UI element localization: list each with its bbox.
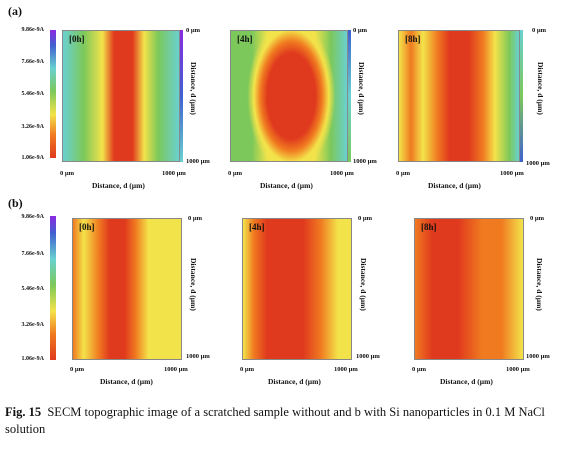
secm-map-b-0h: [0h] xyxy=(72,218,182,360)
secm-map-a-4h: [4h] xyxy=(230,30,348,162)
y-top-label: 0 µm xyxy=(358,215,373,222)
x-end-label: 1000 µm xyxy=(164,366,188,373)
colorbar-b xyxy=(50,216,56,360)
y-top-label: 0 µm xyxy=(186,27,201,34)
colorbar-a xyxy=(50,30,56,158)
panel-b-label: (b) xyxy=(8,196,23,210)
map-time-tag: [0h] xyxy=(69,34,85,44)
y-bottom-label: 1000 µm xyxy=(356,353,380,360)
x-start-label: 0 µm xyxy=(228,170,243,177)
colorbar-b-tick: 5.46e-9A xyxy=(21,286,45,292)
colorbar-a-tick: 1.06e-9A xyxy=(21,155,45,161)
x-start-label: 0 µm xyxy=(240,366,255,373)
x-start-label: 0 µm xyxy=(70,366,85,373)
colorbar-b-tick: 3.26e-9A xyxy=(21,322,45,328)
map-time-tag: [0h] xyxy=(79,222,95,232)
x-axis-label: Distance, d (µm) xyxy=(440,377,493,386)
colorbar-a-tick: 5.46e-9A xyxy=(21,91,45,97)
x-axis-label: Distance, d (µm) xyxy=(428,181,481,190)
colorbar-b-tick: 7.66e-9A xyxy=(21,251,45,257)
y-bottom-label: 1000 µm xyxy=(526,353,550,360)
x-start-label: 0 µm xyxy=(396,170,411,177)
colorbar-a-tick: 9.86e-9A xyxy=(21,27,45,33)
x-axis-label: Distance, d (µm) xyxy=(260,181,313,190)
y-top-label: 0 µm xyxy=(188,215,203,222)
secm-map-a-8h: [8h] xyxy=(398,30,520,162)
figure-number: Fig. 15 xyxy=(5,405,42,419)
y-bottom-label: 1000 µm xyxy=(353,158,377,165)
x-axis-label: Distance, d (µm) xyxy=(92,181,145,190)
y-bottom-label: 1000 µm xyxy=(186,158,210,165)
y-axis-label: Distance, d (µm) xyxy=(189,62,198,115)
panel-a-label: (a) xyxy=(8,4,22,18)
x-axis-label: Distance, d (µm) xyxy=(100,377,153,386)
map-edge-strip xyxy=(180,30,183,162)
map-time-tag: [4h] xyxy=(249,222,265,232)
colorbar-b-tick: 9.86e-9A xyxy=(21,214,45,220)
x-end-label: 1000 µm xyxy=(500,170,524,177)
colorbar-b-tick: 1.06e-9A xyxy=(21,356,45,362)
y-top-label: 0 µm xyxy=(353,27,368,34)
y-top-label: 0 µm xyxy=(532,27,547,34)
secm-map-b-4h: [4h] xyxy=(242,218,352,360)
x-end-label: 1000 µm xyxy=(162,170,186,177)
x-axis-label: Distance, d (µm) xyxy=(268,377,321,386)
colorbar-a-tick: 7.66e-9A xyxy=(21,59,45,65)
y-axis-label: Distance, d (µm) xyxy=(536,62,545,115)
x-start-label: 0 µm xyxy=(412,366,427,373)
secm-map-b-8h: [8h] xyxy=(414,218,524,360)
map-time-tag: [8h] xyxy=(405,34,421,44)
x-start-label: 0 µm xyxy=(60,170,75,177)
map-time-tag: [8h] xyxy=(421,222,437,232)
x-end-label: 1000 µm xyxy=(334,366,358,373)
y-bottom-label: 1000 µm xyxy=(526,160,550,167)
y-bottom-label: 1000 µm xyxy=(186,353,210,360)
colorbar-a-tick: 3.26e-9A xyxy=(21,124,45,130)
map-time-tag: [4h] xyxy=(237,34,253,44)
x-end-label: 1000 µm xyxy=(506,366,530,373)
figure-caption: Fig. 15 SECM topographic image of a scra… xyxy=(5,404,571,438)
y-top-label: 0 µm xyxy=(530,215,545,222)
secm-map-a-0h: [0h] xyxy=(62,30,180,162)
y-axis-label: Distance, d (µm) xyxy=(357,62,366,115)
map-edge-strip xyxy=(348,30,351,162)
y-axis-label: Distance, d (µm) xyxy=(359,258,368,311)
caption-text: SECM topographic image of a scratched sa… xyxy=(5,405,545,436)
map-edge-strip xyxy=(520,30,523,162)
x-end-label: 1000 µm xyxy=(330,170,354,177)
y-axis-label: Distance, d (µm) xyxy=(535,258,544,311)
y-axis-label: Distance, d (µm) xyxy=(189,258,198,311)
